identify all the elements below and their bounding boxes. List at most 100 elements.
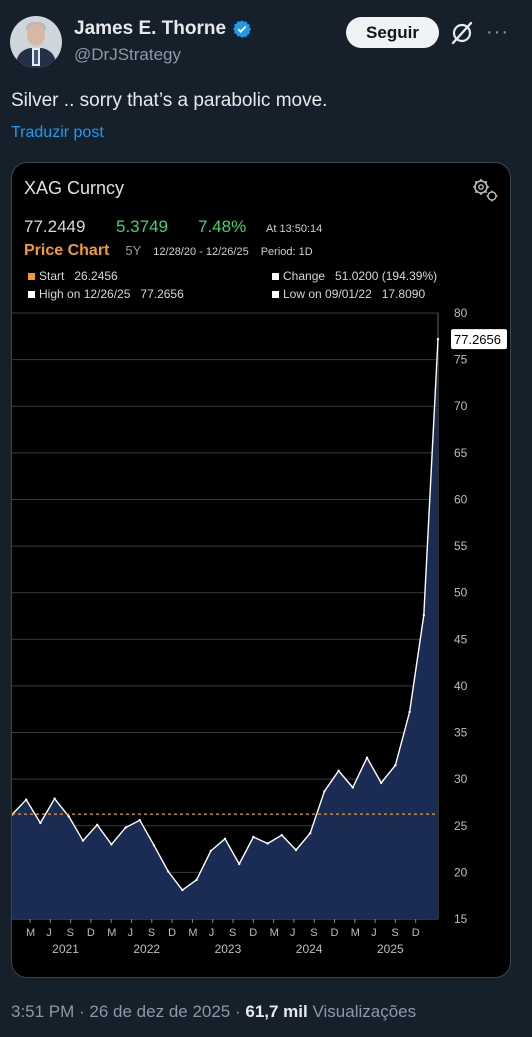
price-point	[53, 797, 56, 800]
price-point	[436, 337, 440, 341]
range-label: 5Y	[125, 243, 142, 258]
price-point	[124, 826, 127, 829]
stat-start: Start 26.2456	[28, 269, 118, 283]
price-point	[96, 823, 99, 827]
price-point	[110, 843, 113, 846]
y-tick-label: 15	[454, 912, 468, 926]
price-point	[67, 815, 70, 818]
y-tick-label: 75	[454, 353, 468, 367]
y-tick-label: 45	[454, 632, 468, 646]
author-name-text[interactable]: James E. Thorne	[74, 18, 227, 39]
chart-card[interactable]: XAG Curncy 77.2449 5.3749 7.48% At 13:50…	[11, 162, 511, 978]
price-point	[394, 763, 397, 767]
y-tick-label: 50	[454, 586, 468, 600]
price-point	[365, 756, 369, 759]
x-year-label: 2022	[133, 942, 160, 956]
quote-row: 77.2449 5.3749 7.48% At 13:50:14	[24, 217, 322, 237]
chart-info-row: Price Chart 5Y 12/28/20 - 12/26/25 Perio…	[24, 242, 313, 260]
x-tick-label: M	[188, 927, 197, 939]
low-label: Low on 09/01/22	[283, 287, 372, 301]
author-handle[interactable]: @DrJStrategy	[74, 45, 182, 64]
last-value-label: 77.2656	[454, 332, 501, 347]
post-timestamp[interactable]: 3:51 PM · 26 de dez de 2025 ·	[11, 1002, 246, 1021]
date-range: 12/28/20 - 12/26/25	[153, 246, 249, 258]
price-point	[294, 848, 298, 852]
price-point	[223, 837, 227, 841]
start-label: Start	[39, 269, 65, 283]
post-text: Silver .. sorry that’s a parabolic move.	[11, 90, 328, 111]
x-tick-label: M	[26, 927, 35, 939]
price-area	[12, 339, 438, 920]
low-marker-icon	[272, 290, 279, 298]
price-point	[280, 833, 283, 837]
stat-low: Low on 09/01/22 17.8090	[272, 287, 425, 301]
x-year-label: 2025	[377, 942, 404, 956]
y-tick-label: 80	[454, 308, 468, 320]
price-change: 5.3749	[116, 217, 168, 236]
y-tick-label: 40	[454, 679, 468, 693]
price-point	[323, 790, 326, 793]
settings-icon[interactable]	[470, 177, 500, 203]
x-tick-label: M	[107, 927, 116, 939]
more-icon[interactable]: ···	[486, 21, 509, 43]
author-name[interactable]: James E. Thorne	[74, 18, 252, 40]
ticker-title: XAG Curncy	[24, 178, 125, 198]
x-tick-label: M	[351, 927, 360, 939]
x-tick-label: M	[270, 927, 279, 939]
high-value: 77.2656	[140, 287, 184, 301]
price-point	[252, 835, 255, 839]
change-marker-icon	[272, 272, 279, 280]
y-tick-label: 30	[454, 772, 468, 786]
x-tick-label: S	[229, 927, 236, 939]
x-tick-label: S	[310, 927, 317, 939]
avatar[interactable]	[10, 16, 62, 68]
price-point	[408, 710, 411, 714]
x-tick-label: D	[331, 927, 339, 939]
stat-high: High on 12/26/25 77.2656	[28, 287, 184, 301]
price-point	[309, 832, 312, 835]
y-tick-label: 25	[454, 819, 468, 833]
verified-badge-icon	[233, 20, 252, 38]
post-meta: 3:51 PM · 26 de dez de 2025 · 61,7 mil V…	[11, 1002, 416, 1022]
price-point	[422, 613, 425, 617]
percent-change: 7.48%	[198, 217, 247, 236]
translate-link[interactable]: Traduzir post	[11, 124, 104, 141]
follow-button[interactable]: Seguir	[346, 17, 439, 48]
price-point	[81, 839, 85, 842]
price-point	[39, 821, 42, 825]
high-label: High on 12/26/25	[39, 287, 131, 301]
grok-icon[interactable]	[449, 20, 475, 46]
x-tick-label: D	[249, 927, 257, 939]
price-point	[351, 786, 354, 789]
start-value: 26.2456	[74, 269, 118, 283]
y-tick-label: 65	[454, 446, 468, 460]
views-count: 61,7 mil	[245, 1002, 308, 1021]
x-tick-label: J	[128, 927, 134, 939]
x-tick-label: S	[67, 927, 74, 939]
stat-change: Change 51.0200 (194.39%)	[272, 269, 437, 283]
price-point	[25, 798, 28, 801]
x-tick-label: J	[290, 927, 296, 939]
last-price: 77.2449	[24, 217, 86, 236]
high-marker-icon	[28, 290, 35, 298]
change-value: 51.0200 (194.39%)	[335, 269, 438, 283]
avatar-face	[27, 24, 45, 46]
y-tick-label: 35	[454, 726, 468, 740]
views-label: Visualizações	[307, 1002, 417, 1021]
price-point	[380, 781, 383, 785]
avatar-tie	[34, 50, 38, 64]
x-year-label: 2023	[215, 942, 242, 956]
price-point	[181, 888, 184, 892]
price-point	[209, 849, 212, 853]
price-point	[167, 870, 170, 873]
y-tick-label: 20	[454, 865, 468, 879]
period-label: Period: 1D	[260, 246, 313, 258]
chart-title: Price Chart	[24, 242, 110, 259]
y-tick-label: 60	[454, 492, 468, 506]
x-year-label: 2021	[52, 942, 79, 956]
start-marker-icon	[28, 272, 35, 280]
price-point	[152, 844, 156, 847]
price-point	[195, 878, 198, 882]
price-point	[337, 769, 340, 772]
